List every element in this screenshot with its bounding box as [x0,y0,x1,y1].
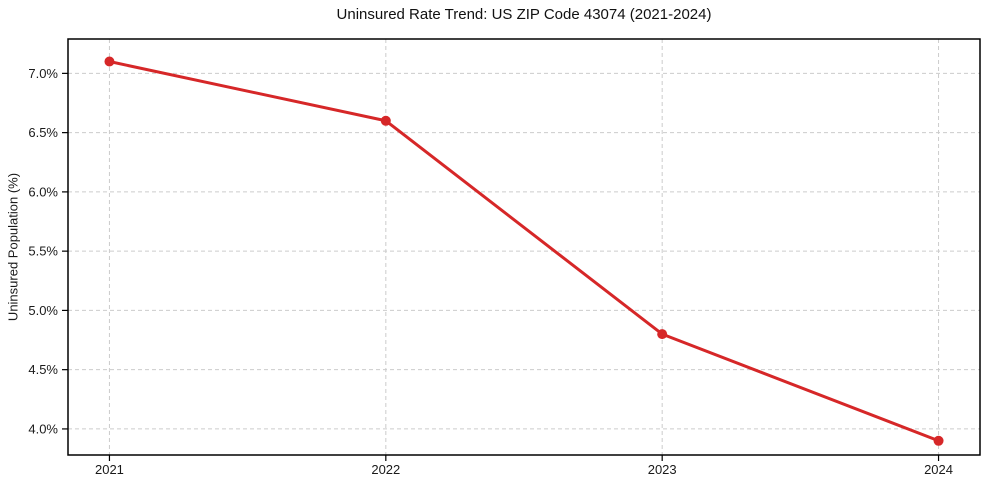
y-tick-label: 6.5% [28,125,58,140]
y-tick-label: 5.5% [28,244,58,259]
y-tick-label: 6.0% [28,184,58,199]
plot-border [67,38,981,456]
y-tick-label: 4.5% [28,362,58,377]
data-point-marker [933,435,944,446]
x-tick-label: 2021 [95,462,124,477]
trend-line [107,60,941,443]
x-tick-label: 2023 [648,462,677,477]
y-tick-label: 4.0% [28,421,58,436]
x-tick-label: 2022 [371,462,400,477]
chart-title: Uninsured Rate Trend: US ZIP Code 43074 … [336,6,712,23]
x-tick-label: 2024 [924,462,953,477]
data-point-marker [380,115,391,126]
data-point-marker [657,329,668,340]
data-point-marker [104,56,115,67]
y-tick-label: 7.0% [28,66,58,81]
y-tick-label: 5.0% [28,303,58,318]
